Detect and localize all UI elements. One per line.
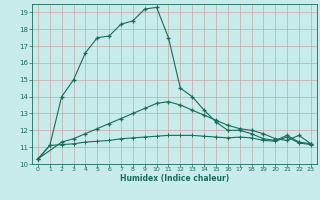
- X-axis label: Humidex (Indice chaleur): Humidex (Indice chaleur): [120, 174, 229, 183]
